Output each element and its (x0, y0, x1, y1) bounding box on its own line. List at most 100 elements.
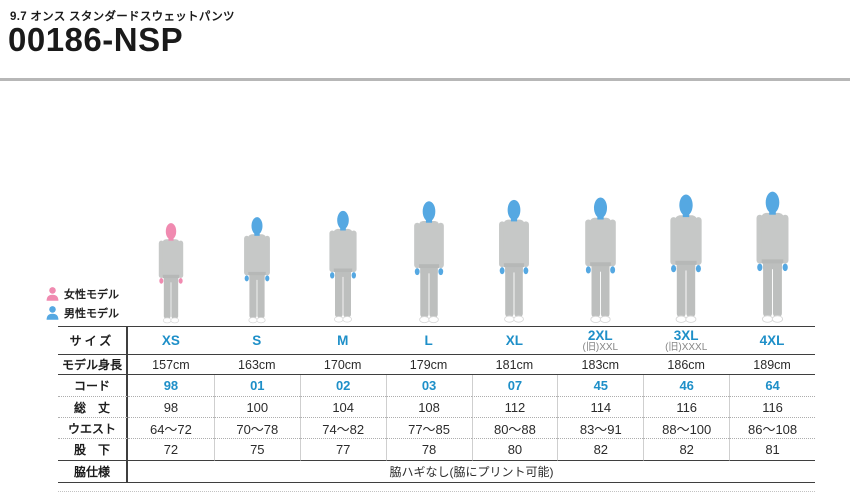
figure-slot-3xl (643, 180, 729, 324)
row-header-size: サイズ (58, 327, 128, 355)
size-col-header-3xl: 3XL (旧)XXXL (643, 327, 730, 355)
code-cell: 46 (643, 375, 730, 397)
model-height-cell: 189cm (729, 355, 815, 375)
model-height-cell: 183cm (557, 355, 644, 375)
size-table: サイズ XS S M L XL 2XL (旧)XXL 3XL (旧)XXXL 4XL モデル身長 157… (58, 326, 815, 483)
code-cell: 98 (128, 375, 214, 397)
inseam-cell: 77 (299, 439, 386, 461)
size-label: M (337, 333, 349, 348)
figure-slot-m (300, 180, 386, 324)
figure-slot-s (214, 180, 300, 324)
size-col-header-s: S (213, 327, 300, 355)
total-length-cell: 116 (729, 397, 815, 418)
header-divider (0, 78, 850, 81)
code-value: 07 (507, 378, 523, 393)
inseam-cell: 78 (385, 439, 472, 461)
model-legend: 女性モデル 男性モデル (46, 284, 119, 322)
model-figure-male (413, 201, 444, 324)
code-value: 98 (163, 378, 179, 393)
model-figure-male (329, 210, 357, 323)
inseam-cell: 80 (471, 439, 558, 461)
product-subtitle: 9.7 オンス スタンダードスウェットパンツ (10, 11, 235, 23)
row-header-model-height: モデル身長 (58, 355, 128, 375)
code-value: 03 (421, 378, 437, 393)
model-figure-male (670, 194, 702, 323)
size-label: XS (161, 333, 180, 348)
size-col-header-xl: XL (471, 327, 558, 355)
total-length-cell: 108 (385, 397, 472, 418)
code-value: 01 (250, 378, 265, 393)
row-header-inseam: 股 下 (58, 439, 128, 461)
figure-slot-xs (128, 180, 214, 324)
size-label: L (424, 333, 433, 348)
waist-cell: 77〜85 (385, 418, 472, 439)
total-length-cell: 112 (471, 397, 558, 418)
figure-slot-4xl (729, 180, 815, 324)
size-label: 2XL (587, 327, 613, 343)
female-model-icon (46, 286, 59, 301)
model-height-cell: 181cm (471, 355, 558, 375)
inseam-cell: 82 (643, 439, 730, 461)
legend-label-male: 男性モデル (64, 307, 119, 320)
row-header-code: コード (58, 375, 128, 397)
model-figure-male (585, 197, 616, 323)
legend-label-female: 女性モデル (64, 288, 119, 301)
model-height-cell: 186cm (643, 355, 730, 375)
size-col-header-xs: XS (128, 327, 214, 355)
waist-cell: 88〜100 (643, 418, 730, 439)
size-label: 3XL (673, 327, 699, 343)
size-col-header-l: L (385, 327, 472, 355)
code-value: 45 (593, 378, 609, 393)
model-height-cell: 163cm (213, 355, 300, 375)
code-cell: 01 (213, 375, 300, 397)
code-cell: 45 (557, 375, 644, 397)
row-header-total-length: 総 丈 (58, 397, 128, 418)
figure-slot-2xl (557, 180, 643, 324)
waist-cell: 74〜82 (299, 418, 386, 439)
old-size-label: (旧)XXXL (665, 341, 708, 353)
row-header-side-spec: 脇仕様 (58, 461, 128, 483)
waist-cell: 83〜91 (557, 418, 644, 439)
product-code: 00186-NSP (8, 21, 184, 58)
size-label: 4XL (759, 333, 785, 348)
legend-item-male: 男性モデル (46, 303, 119, 322)
size-label: S (252, 333, 262, 348)
code-cell: 64 (729, 375, 815, 397)
figure-slot-xl (472, 180, 558, 324)
total-length-cell: 100 (213, 397, 300, 418)
inseam-cell: 82 (557, 439, 644, 461)
inseam-cell: 75 (213, 439, 300, 461)
table-bottom-dotted-line (58, 491, 815, 492)
old-size-label: (旧)XXL (582, 341, 619, 353)
male-model-icon (46, 305, 59, 320)
code-cell: 02 (299, 375, 386, 397)
size-col-header-4xl: 4XL (729, 327, 815, 355)
model-height-cell: 179cm (385, 355, 472, 375)
inseam-cell: 81 (729, 439, 815, 461)
size-col-header-m: M (299, 327, 386, 355)
waist-cell: 86〜108 (729, 418, 815, 439)
code-cell: 03 (385, 375, 472, 397)
waist-cell: 64〜72 (128, 418, 214, 439)
code-cell: 07 (471, 375, 558, 397)
total-length-cell: 114 (557, 397, 644, 418)
code-value: 02 (335, 378, 351, 393)
code-value: 64 (765, 378, 780, 393)
code-value: 46 (679, 378, 694, 393)
side-spec-cell: 脇ハギなし(脇にプリント可能) (128, 461, 815, 483)
figure-slot-l (386, 180, 472, 324)
size-label: XL (505, 333, 524, 348)
inseam-cell: 72 (128, 439, 214, 461)
model-height-cell: 157cm (128, 355, 214, 375)
figures-band (128, 180, 815, 324)
model-figure-female (158, 223, 184, 324)
model-figure-male (756, 191, 789, 323)
total-length-cell: 116 (643, 397, 730, 418)
model-height-cell: 170cm (299, 355, 386, 375)
total-length-cell: 98 (128, 397, 214, 418)
waist-cell: 70〜78 (213, 418, 300, 439)
model-figure-male (243, 217, 270, 324)
total-length-cell: 104 (299, 397, 386, 418)
size-col-header-2xl: 2XL (旧)XXL (557, 327, 644, 355)
